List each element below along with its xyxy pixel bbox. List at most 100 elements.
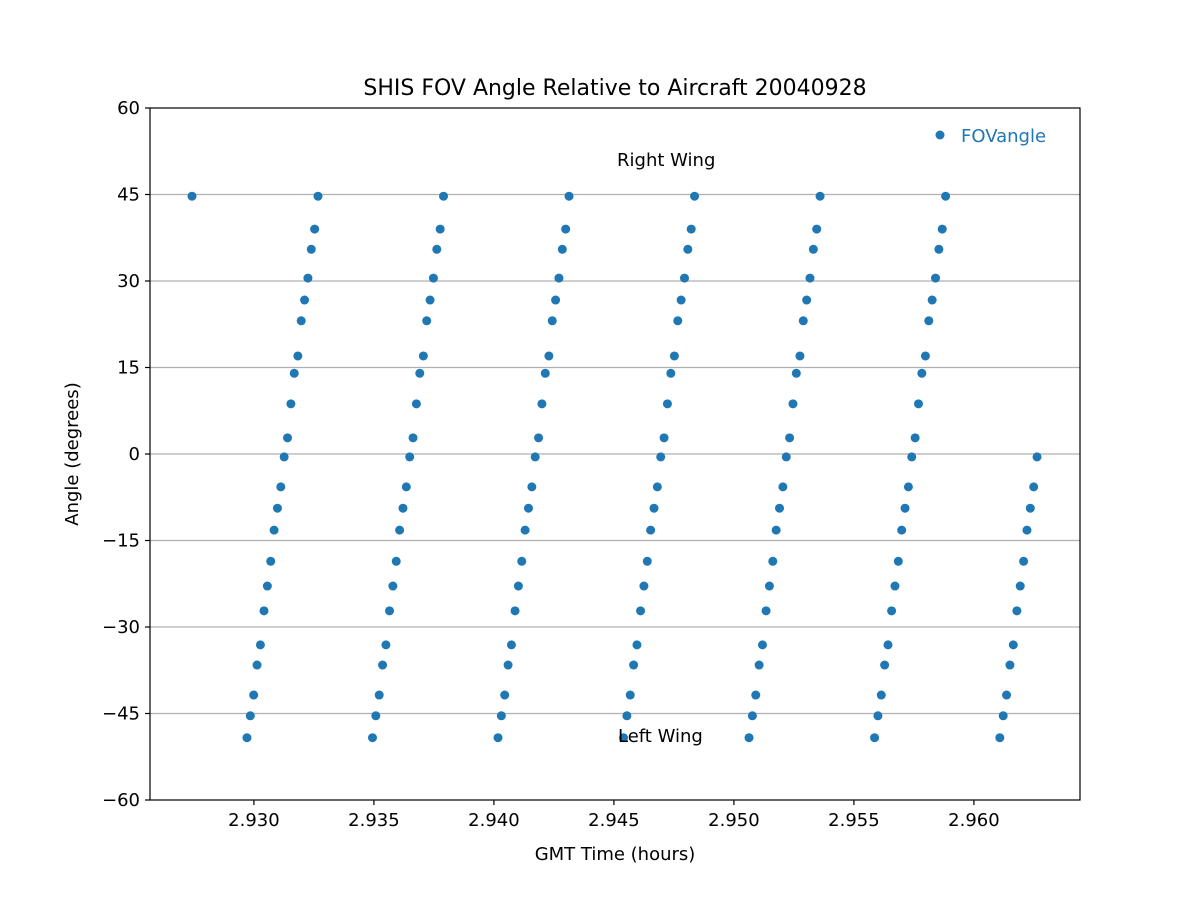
data-point — [781, 452, 791, 462]
data-point — [897, 525, 907, 535]
data-point — [622, 711, 632, 721]
data-point — [764, 581, 774, 591]
data-point — [378, 660, 388, 670]
y-tick-label: 30 — [117, 271, 140, 292]
data-point — [283, 433, 293, 443]
data-point — [1012, 606, 1022, 616]
data-point — [500, 690, 510, 700]
data-point — [255, 640, 265, 650]
annotations: Right Wing Left Wing — [617, 150, 715, 747]
data-point — [917, 368, 927, 378]
data-point — [395, 525, 405, 535]
y-axis-ticks: −60 −45 −30 −15 0 15 30 45 60 — [102, 98, 150, 811]
y-tick-label: 15 — [117, 358, 140, 379]
x-tick-label: 2.940 — [468, 810, 520, 831]
data-point — [540, 368, 550, 378]
annotation-right-wing: Right Wing — [617, 150, 715, 171]
y-axis-label: Angle (degrees) — [62, 382, 83, 525]
data-point — [924, 316, 934, 326]
data-points — [187, 191, 1042, 743]
data-point — [907, 452, 917, 462]
data-point — [527, 482, 537, 492]
data-point — [795, 351, 805, 361]
data-point — [676, 295, 686, 305]
data-point — [561, 224, 571, 234]
data-point — [510, 606, 520, 616]
data-point — [652, 482, 662, 492]
data-point — [1019, 556, 1029, 566]
data-point — [293, 351, 303, 361]
data-point — [788, 399, 798, 409]
data-point — [632, 640, 642, 650]
data-point — [934, 244, 944, 254]
data-point — [544, 351, 554, 361]
data-point — [401, 482, 411, 492]
data-point — [629, 660, 639, 670]
data-point — [941, 191, 951, 201]
data-point — [557, 244, 567, 254]
data-point — [374, 690, 384, 700]
data-point — [890, 581, 900, 591]
y-tick-label: 0 — [129, 444, 140, 465]
data-point — [751, 690, 761, 700]
data-point — [493, 733, 503, 743]
data-point — [242, 733, 252, 743]
data-point — [391, 556, 401, 566]
data-point — [388, 581, 398, 591]
data-point — [266, 556, 276, 566]
data-point — [1032, 452, 1042, 462]
data-point — [367, 733, 377, 743]
data-point — [428, 273, 438, 283]
data-point — [893, 556, 903, 566]
data-point — [411, 399, 421, 409]
data-point — [744, 733, 754, 743]
data-point — [286, 399, 296, 409]
data-point — [496, 711, 506, 721]
data-point — [513, 581, 523, 591]
data-point — [666, 368, 676, 378]
x-tick-label: 2.955 — [828, 810, 880, 831]
data-point — [385, 606, 395, 616]
data-point — [425, 295, 435, 305]
data-point — [432, 244, 442, 254]
data-point — [564, 191, 574, 201]
data-point — [269, 525, 279, 535]
data-point — [873, 711, 883, 721]
data-point — [371, 711, 381, 721]
data-point — [439, 191, 449, 201]
data-point — [802, 295, 812, 305]
data-point — [306, 244, 316, 254]
data-point — [262, 581, 272, 591]
x-tick-label: 2.935 — [348, 810, 400, 831]
legend[interactable]: FOVangle — [935, 126, 1047, 147]
data-point — [187, 191, 197, 201]
data-point — [910, 433, 920, 443]
data-point — [883, 640, 893, 650]
data-point — [761, 606, 771, 616]
data-point — [300, 295, 310, 305]
data-point — [249, 690, 259, 700]
data-point — [686, 224, 696, 234]
data-point — [279, 452, 289, 462]
data-point — [805, 273, 815, 283]
data-point — [1005, 660, 1015, 670]
data-point — [656, 452, 666, 462]
data-point — [1015, 581, 1025, 591]
data-point — [1002, 690, 1012, 700]
data-point — [690, 191, 700, 201]
data-point — [1029, 482, 1039, 492]
data-point — [791, 368, 801, 378]
data-point — [422, 316, 432, 326]
data-point — [931, 273, 941, 283]
data-point — [619, 733, 629, 743]
data-point — [625, 690, 635, 700]
data-point — [679, 273, 689, 283]
data-point — [808, 244, 818, 254]
y-tick-label: −60 — [102, 790, 140, 811]
chart-title: SHIS FOV Angle Relative to Aircraft 2004… — [363, 76, 866, 101]
y-tick-label: −30 — [102, 617, 140, 638]
data-point — [435, 224, 445, 234]
y-tick-label: −15 — [102, 531, 140, 552]
